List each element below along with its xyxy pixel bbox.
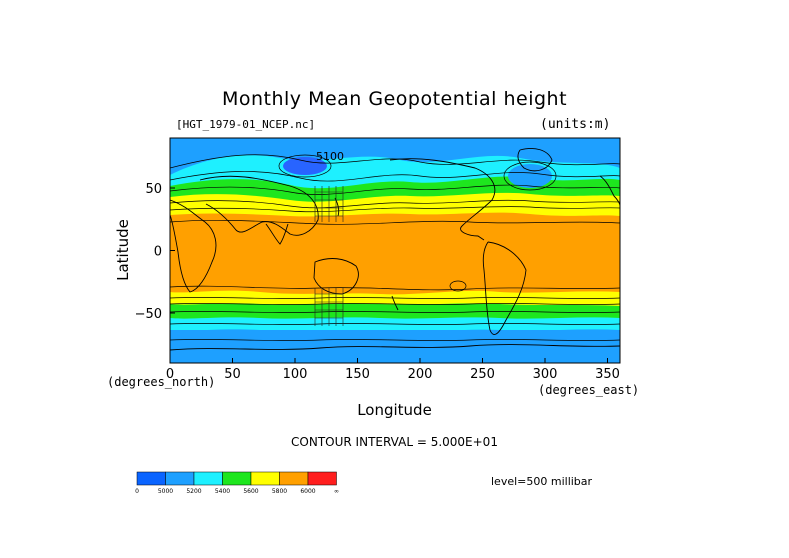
colorbar-label: ∞ bbox=[334, 488, 339, 495]
coast-greenland bbox=[517, 148, 553, 172]
y-tick-label: 50 bbox=[145, 182, 162, 197]
x-tick-label: 50 bbox=[224, 367, 241, 382]
colorbar-label: 5400 bbox=[215, 488, 230, 495]
low-center-blue bbox=[283, 157, 327, 175]
x-tick-label: 300 bbox=[533, 367, 558, 382]
pacific-label-clusters bbox=[314, 186, 344, 326]
colorbar-swatch bbox=[250, 471, 280, 486]
colorbar-label: 5600 bbox=[243, 488, 258, 495]
coastlines bbox=[170, 148, 620, 351]
colorbar-swatch bbox=[307, 471, 337, 486]
x-axis-units: (degrees_east) bbox=[538, 383, 640, 397]
units-label: (units:m) bbox=[540, 117, 611, 132]
coast-australia bbox=[313, 258, 359, 295]
contour-fill bbox=[170, 138, 620, 363]
y-axis-title: Latitude bbox=[114, 219, 132, 281]
y-axis-ticks: 50 0 −50 bbox=[135, 182, 175, 322]
x-tick-label: 250 bbox=[470, 367, 495, 382]
x-axis-ticks: 0 50 100 150 200 250 300 350 bbox=[166, 358, 620, 382]
source-file-label: [HGT_1979-01_NCEP.nc] bbox=[176, 118, 316, 131]
colorbar-swatch bbox=[193, 471, 223, 486]
coast-europe-west bbox=[599, 175, 620, 207]
coast-north-america bbox=[389, 158, 496, 241]
coast-africa bbox=[170, 199, 217, 293]
chart-title: Monthly Mean Geopotential height bbox=[221, 88, 568, 110]
colorbar-label: 5200 bbox=[186, 488, 201, 495]
band-orange-tropics bbox=[170, 212, 620, 295]
coast-south-america bbox=[482, 241, 527, 335]
y-tick-label: 0 bbox=[154, 245, 162, 260]
level-label: level=500 millibar bbox=[491, 475, 593, 488]
colorbar-swatch bbox=[136, 471, 166, 486]
coast-antarctica bbox=[170, 344, 620, 351]
colorbar-swatch bbox=[165, 471, 195, 486]
contour-lines bbox=[170, 154, 620, 341]
x-tick-label: 100 bbox=[283, 367, 308, 382]
x-tick-label: 350 bbox=[595, 367, 620, 382]
x-axis-title: Longitude bbox=[357, 401, 432, 419]
x-tick-label: 0 bbox=[166, 367, 174, 382]
colorbar-swatch bbox=[279, 471, 309, 486]
colorbar-label: 6000 bbox=[300, 488, 315, 495]
colorbar-label: 0 bbox=[135, 488, 139, 495]
band-mid-blue-south bbox=[170, 330, 620, 363]
colorbar-label: 5800 bbox=[272, 488, 287, 495]
colorbar-label: 5000 bbox=[158, 488, 173, 495]
contour-label-5100: 5100 bbox=[316, 150, 344, 163]
coast-india bbox=[265, 223, 289, 245]
colorbar-swatch bbox=[222, 471, 252, 486]
x-tick-label: 200 bbox=[408, 367, 433, 382]
colorbar: 0 5000 5200 5400 5600 5800 6000 ∞ bbox=[135, 471, 339, 495]
coast-eurasia bbox=[199, 175, 319, 236]
y-axis-units: (degrees_north) bbox=[107, 375, 216, 389]
y-tick-label: −50 bbox=[135, 307, 162, 322]
coast-new-zealand bbox=[391, 295, 399, 311]
contour-interval-label: CONTOUR INTERVAL = 5.000E+01 bbox=[291, 435, 498, 449]
x-tick-label: 150 bbox=[345, 367, 370, 382]
